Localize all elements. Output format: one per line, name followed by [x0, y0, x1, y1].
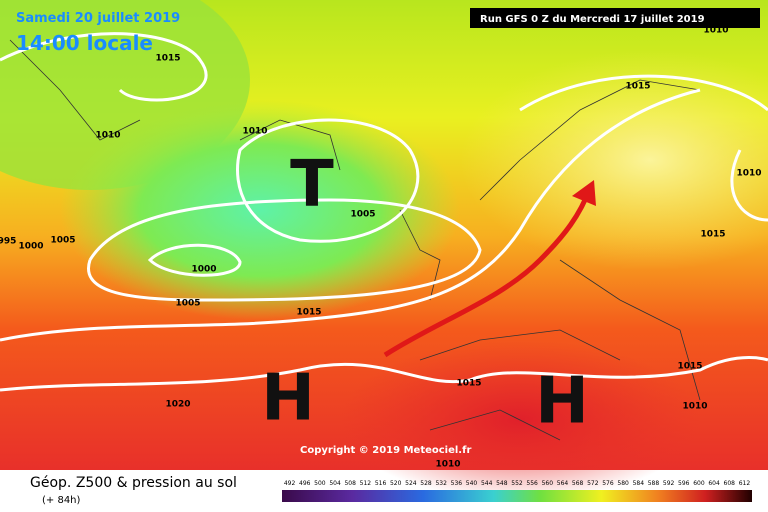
isobar-label: 1010: [736, 169, 761, 179]
isobar-label: 1000: [18, 242, 43, 252]
scale-label: 612: [739, 480, 751, 487]
isobar-label: 1010: [682, 402, 707, 412]
scale-label: 608: [724, 480, 736, 487]
lead-time: (+ 84h): [42, 495, 81, 506]
isobar: [0, 32, 208, 102]
scale-label: 524: [405, 480, 417, 487]
scale-label: 552: [511, 480, 523, 487]
scale-label: 540: [466, 480, 478, 487]
scale-labels: 492 496 500 504 508 512 516 520 524 528 532 536 540 5…: [284, 480, 750, 487]
arrow-head: [572, 180, 596, 206]
scale-label: 560: [542, 480, 554, 487]
date: Samedi 20 juillet 2019: [16, 11, 180, 26]
scale-label: 576: [602, 480, 614, 487]
isobar-label: 1010: [242, 127, 267, 137]
scale-label: 532: [435, 480, 447, 487]
isobar-label: 1015: [700, 230, 725, 240]
isobar-label: 1020: [165, 400, 190, 410]
scale-label: 588: [648, 480, 660, 487]
scale-label: 496: [299, 480, 311, 487]
scale-label: 596: [678, 480, 690, 487]
isobar-label: 1015: [155, 54, 180, 64]
field: [60, 100, 460, 320]
isobar-label: 1005: [350, 210, 375, 220]
coastline: [9, 39, 701, 441]
isobar-label: 1005: [175, 299, 200, 309]
isobar-label: 1010: [435, 460, 460, 470]
scale-label: 592: [663, 480, 675, 487]
scale-label: 516: [375, 480, 387, 487]
scale-label: 504: [329, 480, 341, 487]
isobar-label: 1015: [625, 82, 650, 92]
scale-label: 568: [572, 480, 584, 487]
time: 14:00 locale: [16, 31, 153, 55]
scale-label: 556: [526, 480, 538, 487]
low-marker: T: [290, 148, 334, 222]
scale-label: 536: [451, 480, 463, 487]
isobar: [0, 88, 701, 342]
isobar: [87, 198, 482, 302]
scale-label: 572: [587, 480, 599, 487]
run-banner: [470, 8, 760, 28]
isobar: [519, 74, 768, 112]
high-marker: H: [535, 365, 589, 439]
scale-label: 604: [708, 480, 720, 487]
isobar-label: 1010: [95, 131, 120, 141]
scale-label: 520: [390, 480, 402, 487]
isobar-label: 1015: [296, 308, 321, 318]
scale-label: 584: [633, 480, 645, 487]
footer-title: Géop. Z500 & pression au sol: [30, 475, 237, 491]
color-scale: [282, 490, 752, 502]
high-marker: H: [261, 362, 315, 436]
scale-label: 580: [617, 480, 629, 487]
isobar-label: 995: [0, 237, 16, 247]
isobar-label: 1015: [456, 379, 481, 389]
isobar-label: 1015: [677, 362, 702, 372]
map: T H H 1015 1010 1010 1005 1000 1005 995 …: [0, 0, 768, 500]
isobar-label: 1010: [703, 26, 728, 36]
isobar: [147, 243, 242, 277]
footer: Géop. Z500 & pression au sol (+ 84h) 492…: [30, 475, 752, 506]
field: [460, 50, 768, 270]
scale-label: 512: [360, 480, 372, 487]
isobar: [730, 149, 768, 222]
scale-label: 492: [284, 480, 296, 487]
arrow: [383, 187, 593, 358]
scale-label: 508: [344, 480, 356, 487]
copyright: Copyright © 2019 Meteociel.fr: [300, 445, 471, 456]
scale-label: 564: [557, 480, 569, 487]
isobar-label: 1000: [191, 265, 216, 275]
isobar-label: 1005: [50, 236, 75, 246]
run-info: Run GFS 0 Z du Mercredi 17 juillet 2019: [480, 14, 705, 25]
scale-label: 544: [481, 480, 493, 487]
isobar: [0, 356, 768, 392]
scale-label: 600: [693, 480, 705, 487]
scale-label: 528: [420, 480, 432, 487]
scale-label: 548: [496, 480, 508, 487]
scale-label: 500: [314, 480, 326, 487]
